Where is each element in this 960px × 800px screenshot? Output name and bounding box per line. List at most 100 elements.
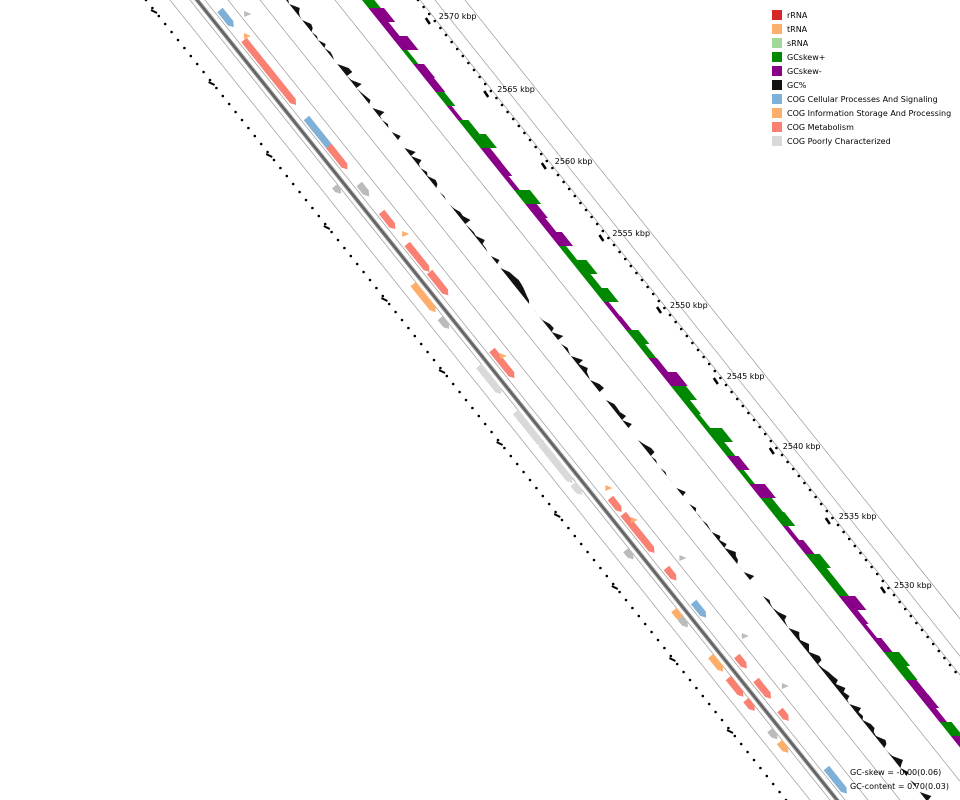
gc-skew-segment — [917, 694, 940, 708]
track-line — [434, 0, 960, 657]
inner-scale-major-tick — [438, 369, 446, 374]
inner-scale-dot — [208, 78, 212, 82]
outer-scale-dot — [752, 418, 756, 422]
inner-scale-dot — [733, 734, 737, 738]
gc-skew-segment — [637, 344, 657, 358]
inner-scale-dot — [477, 414, 481, 418]
gene-arrow-shape — [776, 739, 789, 753]
outer-scale-dot — [539, 152, 543, 156]
outer-scale-dot — [696, 348, 700, 352]
gene-arrow-shape — [332, 183, 342, 194]
track-line — [204, 0, 846, 800]
outer-scale-major-tick — [879, 586, 887, 594]
inner-scale-major-tick — [380, 297, 388, 302]
gene-arrow — [538, 441, 573, 484]
inner-scale-major-tick — [323, 225, 331, 230]
inner-scale-dot — [279, 166, 282, 170]
outer-scale-dot — [937, 649, 941, 653]
inner-scale-dot — [650, 630, 653, 634]
inner-scale-dot — [727, 726, 730, 730]
gene-arrow — [831, 775, 847, 794]
legend-swatch — [772, 108, 782, 118]
gc-skew-segment — [782, 526, 800, 540]
inner-scale-dot — [675, 662, 679, 666]
gc-skew-segment — [402, 50, 419, 64]
inner-scale-major-tick — [150, 9, 158, 14]
outer-scale-dot — [724, 383, 728, 387]
outer-scale-dot — [808, 488, 812, 492]
inner-scale-dot — [637, 614, 641, 618]
gc-skew-segment — [850, 610, 869, 624]
inner-scale-dot — [349, 254, 353, 258]
outer-scale-dot — [948, 663, 952, 667]
gc-skew-segment — [446, 106, 463, 120]
outer-scale-dot — [651, 292, 655, 296]
outer-scale-dot — [528, 138, 532, 142]
outer-scale-dot — [455, 47, 459, 51]
inner-scale-dot — [362, 270, 365, 274]
scale-tick-label: 2560 kbp — [555, 157, 593, 166]
outer-scale-dot — [836, 523, 840, 527]
outer-scale-dot — [545, 159, 549, 163]
legend-label: COG Information Storage And Processing — [787, 108, 952, 118]
inner-scale-dot — [266, 150, 269, 154]
small-feature-marker — [243, 33, 251, 39]
inner-scale-dot — [291, 182, 295, 186]
outer-scale-dot — [579, 201, 582, 205]
gene-arrow-shape — [217, 7, 234, 28]
inner-scale-dot — [247, 126, 250, 130]
gc-skew-segment — [670, 386, 698, 400]
inner-scale-dot — [221, 94, 225, 98]
outer-scale-dot — [584, 208, 588, 212]
legend-label: GC% — [787, 80, 807, 90]
gc-skew-segment — [827, 582, 849, 596]
gene-arrow — [378, 209, 396, 230]
inner-scale-dot — [195, 62, 199, 66]
outer-scale-dot — [702, 355, 705, 359]
gc-skew-segment — [435, 92, 456, 106]
outer-scale-dot — [797, 474, 801, 478]
inner-scale-dot — [503, 446, 506, 450]
gene-arrow-shape — [262, 63, 297, 106]
outer-scale-dot — [635, 271, 638, 275]
legend-item-srna: sRNA — [772, 36, 951, 50]
gene-arrow — [663, 565, 677, 581]
outer-scale-major-tick — [712, 377, 719, 385]
outer-scale-dot — [898, 600, 901, 604]
outer-scale-dot — [920, 628, 924, 632]
inner-scale-major-tick — [553, 513, 561, 518]
track-line — [334, 0, 960, 782]
outer-scale-dot — [573, 194, 577, 198]
gc-skew-segment — [738, 470, 755, 484]
gc-skew-segment — [368, 8, 396, 22]
outer-scale-dot — [769, 439, 773, 443]
legend-label: COG Poorly Characterized — [787, 136, 891, 146]
inner-scale-major-tick — [726, 729, 734, 734]
small-feature-marker — [631, 517, 638, 523]
inner-scale-dot — [509, 454, 513, 458]
inner-scale-major-tick — [668, 657, 676, 662]
outer-scale-dot — [472, 68, 476, 72]
inner-scale-dot — [515, 462, 519, 466]
gc-skew-segment — [950, 736, 960, 748]
legend-label: GCskew- — [787, 66, 822, 76]
outer-scale-dot — [786, 460, 789, 464]
legend-item-gcskew-minus: GCskew- — [772, 64, 951, 78]
inner-scale-dot — [618, 590, 621, 594]
inner-scale-dot — [579, 542, 583, 546]
outer-scale-dot — [450, 40, 453, 44]
gc-skew-segment — [469, 134, 498, 148]
inner-scale-dot — [643, 622, 647, 626]
inner-scale-dot — [656, 638, 660, 642]
outer-scale-dot — [483, 82, 487, 86]
gene-arrow — [620, 511, 655, 554]
gene-arrow-shape — [410, 281, 436, 313]
inner-scale-dot — [778, 790, 781, 794]
gc-skew-segment — [726, 456, 750, 470]
gc-skew-segment — [872, 638, 893, 652]
scale-tick-label: 2555 kbp — [612, 229, 650, 238]
inner-scale-dot — [387, 302, 391, 306]
inner-scale-dot — [189, 54, 193, 58]
inner-scale-dot — [298, 190, 301, 194]
gc-skew-segment — [682, 400, 702, 414]
